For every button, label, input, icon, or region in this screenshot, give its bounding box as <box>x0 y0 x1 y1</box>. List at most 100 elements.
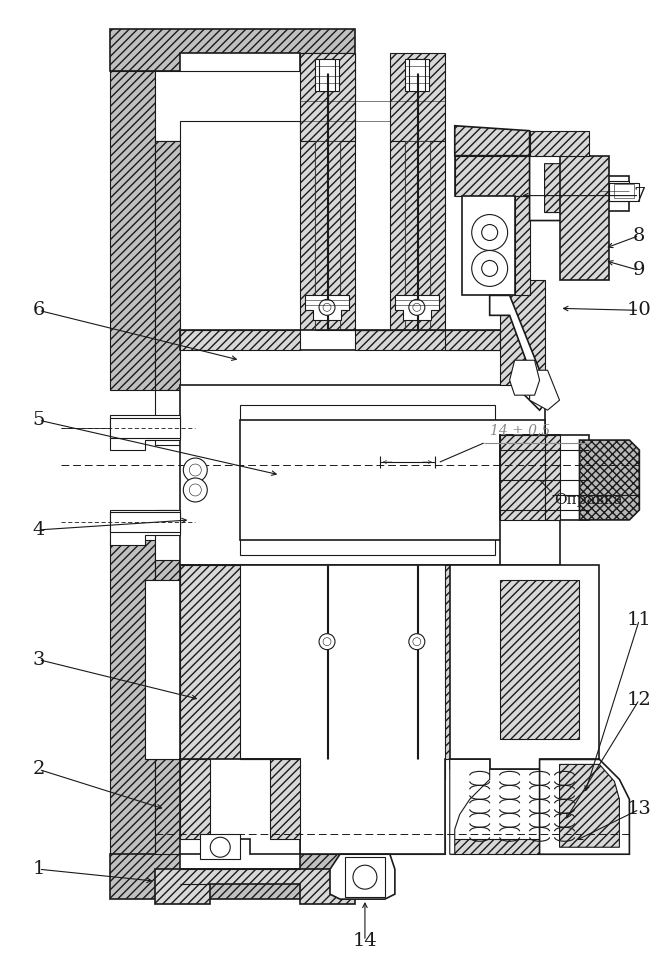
Circle shape <box>472 214 508 251</box>
Polygon shape <box>180 565 241 760</box>
Polygon shape <box>395 630 439 655</box>
Bar <box>111 512 180 532</box>
Polygon shape <box>300 565 315 760</box>
Bar <box>319 59 335 91</box>
Polygon shape <box>180 330 500 350</box>
Polygon shape <box>300 53 355 141</box>
Bar <box>345 857 385 897</box>
Polygon shape <box>445 565 500 760</box>
Polygon shape <box>500 580 580 740</box>
Polygon shape <box>500 280 545 386</box>
Polygon shape <box>180 565 500 855</box>
Polygon shape <box>241 405 494 425</box>
Polygon shape <box>315 141 340 330</box>
Polygon shape <box>500 435 545 520</box>
Circle shape <box>184 478 207 502</box>
Polygon shape <box>462 195 515 296</box>
Circle shape <box>409 634 425 650</box>
Polygon shape <box>429 565 445 760</box>
Polygon shape <box>300 760 445 855</box>
Text: 11: 11 <box>627 611 652 629</box>
Polygon shape <box>111 29 355 71</box>
Circle shape <box>413 303 421 311</box>
Polygon shape <box>180 760 210 839</box>
Polygon shape <box>390 565 405 760</box>
Polygon shape <box>515 195 529 296</box>
Polygon shape <box>529 370 559 411</box>
Polygon shape <box>111 415 180 450</box>
Text: 6: 6 <box>32 301 45 320</box>
Polygon shape <box>450 760 490 855</box>
Polygon shape <box>155 390 230 445</box>
Polygon shape <box>155 53 355 141</box>
Polygon shape <box>340 141 355 330</box>
Polygon shape <box>455 156 529 195</box>
Polygon shape <box>395 296 439 321</box>
Circle shape <box>482 225 498 240</box>
Circle shape <box>413 637 421 646</box>
Text: Оправка: Оправка <box>555 493 623 507</box>
Circle shape <box>353 865 377 889</box>
Polygon shape <box>429 760 445 855</box>
Circle shape <box>323 303 331 311</box>
Polygon shape <box>545 164 594 212</box>
Bar <box>315 766 339 790</box>
Circle shape <box>319 634 335 650</box>
Polygon shape <box>405 141 429 330</box>
Polygon shape <box>455 156 529 296</box>
Polygon shape <box>200 835 241 859</box>
Text: 14 ± 0,5: 14 ± 0,5 <box>490 423 550 437</box>
Bar <box>614 184 634 197</box>
Polygon shape <box>241 760 300 839</box>
Circle shape <box>184 458 207 482</box>
Bar <box>409 59 425 91</box>
Polygon shape <box>155 869 355 904</box>
Circle shape <box>409 300 425 316</box>
Text: 2: 2 <box>32 761 45 778</box>
Text: 7: 7 <box>633 187 646 205</box>
Polygon shape <box>180 760 300 855</box>
Polygon shape <box>445 330 500 350</box>
Polygon shape <box>390 141 405 330</box>
Bar <box>590 181 629 201</box>
Text: 3: 3 <box>32 651 45 669</box>
Polygon shape <box>529 131 590 156</box>
Circle shape <box>323 637 331 646</box>
Polygon shape <box>145 580 180 760</box>
Text: 9: 9 <box>633 261 646 279</box>
Text: 5: 5 <box>32 412 45 429</box>
Bar <box>315 59 339 91</box>
Circle shape <box>190 484 201 496</box>
Polygon shape <box>429 141 445 330</box>
Polygon shape <box>340 565 355 760</box>
Text: 10: 10 <box>627 301 652 320</box>
Polygon shape <box>111 855 355 900</box>
Circle shape <box>482 260 498 277</box>
Polygon shape <box>315 565 340 760</box>
Polygon shape <box>559 156 610 280</box>
Polygon shape <box>500 435 559 565</box>
Text: 8: 8 <box>633 227 646 244</box>
Bar <box>319 766 335 790</box>
Polygon shape <box>529 156 600 220</box>
Bar <box>241 420 545 540</box>
Polygon shape <box>450 565 600 769</box>
Polygon shape <box>180 330 300 350</box>
Polygon shape <box>300 141 315 330</box>
Polygon shape <box>300 760 315 855</box>
Polygon shape <box>455 125 529 156</box>
Bar <box>111 418 180 438</box>
Polygon shape <box>559 765 619 847</box>
Polygon shape <box>145 565 180 760</box>
Circle shape <box>190 464 201 476</box>
Text: 13: 13 <box>627 800 652 818</box>
Polygon shape <box>155 540 180 855</box>
Polygon shape <box>450 839 600 855</box>
Polygon shape <box>510 360 539 395</box>
Text: 14: 14 <box>352 932 377 950</box>
Text: 1: 1 <box>32 860 45 879</box>
Polygon shape <box>155 510 230 560</box>
Polygon shape <box>580 440 639 520</box>
Polygon shape <box>180 386 545 565</box>
Text: 12: 12 <box>627 691 652 708</box>
